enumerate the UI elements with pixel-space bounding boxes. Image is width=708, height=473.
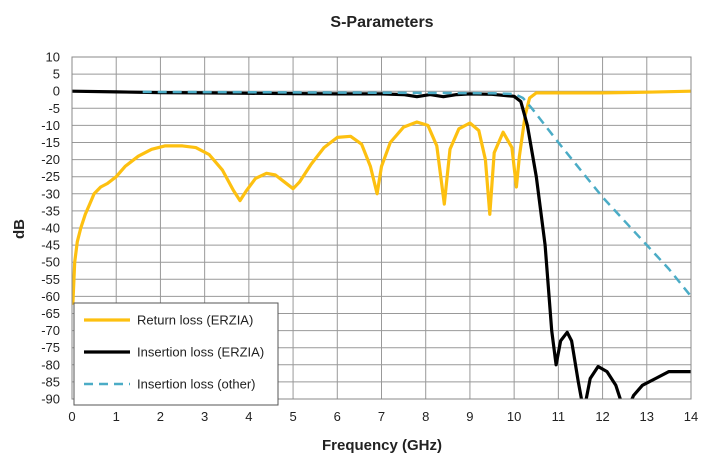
series-line-insertion-loss-other bbox=[142, 90, 691, 298]
y-tick-label: -60 bbox=[41, 289, 60, 304]
x-tick-label: 3 bbox=[201, 409, 208, 424]
y-tick-label: -65 bbox=[41, 306, 60, 321]
y-tick-label: -15 bbox=[41, 135, 60, 150]
x-tick-label: 10 bbox=[507, 409, 521, 424]
legend: Return loss (ERZIA) Insertion loss (ERZIA… bbox=[73, 302, 279, 406]
y-tick-label: -25 bbox=[41, 169, 60, 184]
plot-frame bbox=[71, 56, 692, 400]
y-tick-label: -45 bbox=[41, 238, 60, 253]
y-tick-label: -75 bbox=[41, 340, 60, 355]
y-tick-label: -5 bbox=[48, 101, 60, 116]
y-tick-label: -35 bbox=[41, 203, 60, 218]
x-tick-label: 6 bbox=[334, 409, 341, 424]
y-tick-label: -55 bbox=[41, 272, 60, 287]
y-tick-label: 10 bbox=[46, 50, 60, 65]
x-tick-label: 11 bbox=[552, 409, 566, 424]
y-tick-label: -85 bbox=[41, 374, 60, 389]
y-tick-label: -40 bbox=[41, 221, 60, 236]
x-tick-label: 4 bbox=[245, 409, 252, 424]
legend-label-insertion-loss-other: Insertion loss (other) bbox=[137, 377, 256, 392]
y-tick-label: -10 bbox=[41, 118, 60, 133]
x-tick-label: 14 bbox=[684, 409, 698, 424]
x-tick-label: 1 bbox=[113, 409, 120, 424]
y-tick-label: 0 bbox=[53, 84, 60, 99]
y-tick-label: -70 bbox=[41, 323, 60, 338]
legend-label-return-loss-erzia: Return loss (ERZIA) bbox=[137, 313, 253, 328]
x-tick-label: 9 bbox=[466, 409, 473, 424]
y-tick-label: -90 bbox=[41, 392, 60, 407]
chart-title: S-Parameters bbox=[330, 14, 433, 31]
x-tick-label: 5 bbox=[289, 409, 296, 424]
legend-items: Return loss (ERZIA) Insertion loss (ERZIA… bbox=[84, 313, 264, 392]
x-tick-label: 7 bbox=[378, 409, 385, 424]
x-axis-label: Frequency (GHz) bbox=[322, 437, 442, 454]
y-axis-label: dB bbox=[11, 219, 28, 239]
tick-labels: 0 1 2 3 4 5 6 7 8 9 10 11 12 13 141050-5-10-15-20-25-3… bbox=[41, 50, 698, 425]
x-tick-label: 12 bbox=[595, 409, 609, 424]
x-tick-label: 8 bbox=[422, 409, 429, 424]
series-line-return-loss-erzia bbox=[72, 89, 691, 305]
y-tick-label: 5 bbox=[53, 67, 60, 82]
x-tick-label: 2 bbox=[157, 409, 164, 424]
x-tick-label: 13 bbox=[640, 409, 654, 424]
grid-lines bbox=[71, 56, 692, 400]
legend-label-insertion-loss-erzia: Insertion loss (ERZIA) bbox=[137, 345, 264, 360]
y-tick-label: -30 bbox=[41, 186, 60, 201]
y-tick-label: -80 bbox=[41, 357, 60, 372]
y-tick-label: -20 bbox=[41, 152, 60, 167]
x-tick-label: 0 bbox=[68, 409, 75, 424]
series-lines bbox=[72, 89, 691, 399]
y-tick-label: -50 bbox=[41, 255, 60, 270]
